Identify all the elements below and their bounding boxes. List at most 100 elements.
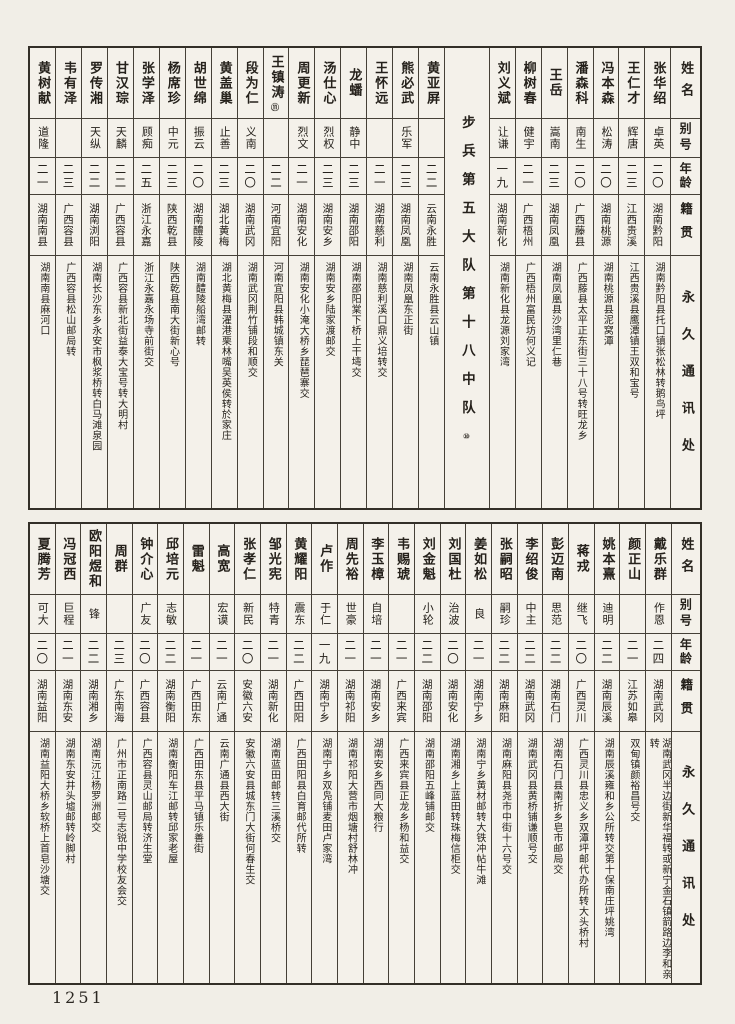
column-header-age: 年龄	[671, 634, 700, 671]
person-column: 胡世绵 振云 二〇 湖南醴陵 湖南醴陵船湾邮转	[184, 48, 211, 508]
name-cell: 柳树春	[515, 48, 541, 119]
column-header-name: 姓名	[671, 48, 700, 119]
person-name: 汤仕心	[320, 60, 336, 106]
alias-cell: 振云	[185, 119, 211, 158]
age-cell: 二二	[419, 158, 445, 195]
origin-cell: 湖南宁乡	[312, 671, 337, 732]
name-cell: 张学泽	[133, 48, 159, 119]
person-name: 颜正山	[625, 536, 641, 582]
section-title: 步兵第五大队第十八中队 ⑩	[445, 48, 489, 508]
address-cell: 安徽六安县城东门大街何春生交	[242, 738, 254, 885]
person-column: 张学泽 顾痴 二五 浙江永嘉 浙江永嘉永场寺前街交	[132, 48, 159, 508]
name-cell: 王仁才	[619, 48, 645, 119]
person-column: 韦赐琥 二一 广西来宾 广西来宾县正龙乡杨和益交	[388, 524, 414, 983]
alias-cell: 静中	[341, 119, 367, 158]
alias-cell: 烈权	[315, 119, 341, 158]
person-column: 黄耀阳 震东 二二 广西田阳 广西田阳县白育邮代所转	[285, 524, 312, 983]
alias-cell: 震东	[286, 595, 312, 634]
person-column: 欧阳煜和锋二二 湖南湘乡 湖南沅江杨罗洲邮交	[80, 524, 106, 983]
person-column: 张华绍 卓英 二〇 湖南黔阳 湖南黔阳县托口镇张松林转鹅鸟坪	[644, 48, 671, 508]
origin-cell: 湖南安化	[440, 671, 466, 732]
person-name: 李绍俊	[522, 536, 538, 582]
origin-cell: 广西容县	[107, 195, 133, 256]
alias-cell: 广友	[132, 595, 158, 634]
person-name: 周更新	[294, 60, 310, 106]
address-cell: 广西容县新北街益泰大宝号转大明村	[115, 262, 127, 430]
origin-cell: 广西田东	[183, 671, 209, 732]
person-column: 刘金魁 小轮 二二 湖南邵阳 湖南邵阳五峰铺邮交	[413, 524, 440, 983]
age-cell: 二三	[106, 634, 132, 671]
person-column: 王怀远 二一 湖南慈利 湖南慈利溪口鼎义培转交	[366, 48, 393, 508]
age-cell: 二二	[543, 634, 568, 671]
person-column: 冯本森 松涛 二〇 湖南桃源 湖南桃源县泥窝潭	[592, 48, 619, 508]
person-column: 张孝仁 新民 二〇 安徽六安 安徽六安县城东门大街何春生交	[234, 524, 260, 983]
age-cell: 二二	[517, 634, 543, 671]
person-column: 周更新 烈文 二一 湖南安化 湖南安化小淹大桥乡琵琶寨交	[288, 48, 315, 508]
address-cell: 湖南东安井头墟邮转岭脚村	[63, 738, 75, 864]
origin-cell: 湖南安化	[289, 195, 315, 256]
alias-cell	[620, 595, 645, 634]
person-name: 熊必武	[398, 60, 414, 106]
age-cell: 二一	[30, 158, 56, 195]
address-cell: 湖南宁乡双凫铺麦田卢家湾	[319, 738, 331, 864]
name-cell: 周更新	[289, 48, 315, 119]
origin-cell: 湖南新化	[260, 671, 286, 732]
origin-cell: 安徽六安	[235, 671, 260, 732]
address-cell: 湖南邵阳棠下桥上干塆交	[349, 262, 361, 378]
age-cell: 二三	[315, 158, 341, 195]
person-name: 夏腾芳	[34, 536, 50, 582]
person-name: 张学泽	[138, 60, 154, 106]
origin-cell: 湖南祁阳	[337, 671, 363, 732]
address-cell: 广西灵川县忠义乡双潭坪邮代办所转大头桥村	[576, 738, 588, 948]
person-column: 王仁才 辉唐 二三 江西贵溪 江西贵溪县鹰潭镇王双和宝号	[618, 48, 645, 508]
origin-cell: 浙江永嘉	[133, 195, 159, 256]
name-cell: 胡世绵	[185, 48, 211, 119]
age-cell: 二〇	[593, 158, 619, 195]
person-column: 龙蟠 静中 二三 湖南邵阳 湖南邵阳棠下桥上干塆交	[340, 48, 367, 508]
address-cell: 湖南黔阳县托口镇张松林转鹅鸟坪	[653, 262, 665, 420]
name-cell: 黄树献	[30, 48, 56, 119]
origin-cell: 湖南桃源	[593, 195, 619, 256]
alias-cell: 志敏	[158, 595, 183, 634]
person-column: 刘国杜 治波 二〇 湖南安化 湖南湘乡上蓝田转珠梅信柜交	[439, 524, 466, 983]
name-cell: 姜如松	[466, 524, 491, 595]
origin-cell: 湖南衡阳	[158, 671, 183, 732]
alias-cell: 卓英	[645, 119, 671, 158]
origin-cell: 湖南武冈	[237, 195, 263, 256]
address-cell: 湖南凤凰东正街	[400, 262, 412, 336]
name-cell: 冯冠西	[55, 524, 81, 595]
alias-cell: 小轮	[414, 595, 440, 634]
origin-cell: 湖南麻阳	[491, 671, 517, 732]
person-name: 卢作	[317, 544, 333, 574]
person-column: 甘汉琮 天麟 二二 广西容县 广西容县新北街益泰大宝号转大明村	[106, 48, 133, 508]
person-name: 钟介心	[137, 536, 153, 582]
origin-cell: 广西容县	[56, 195, 81, 256]
person-name: 戴乐群	[650, 536, 666, 582]
alias-cell: 健宇	[515, 119, 541, 158]
address-cell: 湖南武冈荆竹铺段和顺交	[245, 262, 257, 378]
alias-cell: 可大	[29, 595, 55, 634]
age-cell: 二五	[133, 158, 159, 195]
origin-cell: 湖南新化	[489, 195, 515, 256]
alias-cell: 松涛	[593, 119, 619, 158]
name-cell: 潘森科	[567, 48, 593, 119]
age-cell: 二〇	[185, 158, 211, 195]
person-name: 王镇涛	[268, 55, 284, 100]
person-column: 姜如松良二一 湖南宁乡 湖南宁乡黄材邮转大铁冲帖牛滩	[465, 524, 491, 983]
age-cell: 二三	[159, 158, 185, 195]
age-cell: 二二	[158, 634, 183, 671]
name-cell: 张嗣昭	[491, 524, 517, 595]
address-cell: 陕西乾县南大街新心号	[167, 262, 179, 367]
age-cell: 二一	[367, 158, 393, 195]
address-cell: 湖南桃源县泥窝潭	[601, 262, 613, 346]
person-name: 蒋戎	[573, 544, 589, 574]
name-cell: 王岳	[541, 48, 567, 119]
person-name: 李玉樟	[368, 536, 384, 582]
alias-cell: 乐军	[393, 119, 419, 158]
age-cell: 二〇	[568, 634, 594, 671]
name-cell: 段为仁	[237, 48, 263, 119]
address-cell: 广西田阳县白育邮代所转	[294, 738, 306, 854]
person-column: 段为仁 义南 二〇 湖南武冈 湖南武冈荆竹铺段和顺交	[236, 48, 263, 508]
age-cell: 二一	[183, 634, 209, 671]
person-column: 柳树春 健宇 二一 广西梧州 广西梧州富民坊何义记	[514, 48, 541, 508]
